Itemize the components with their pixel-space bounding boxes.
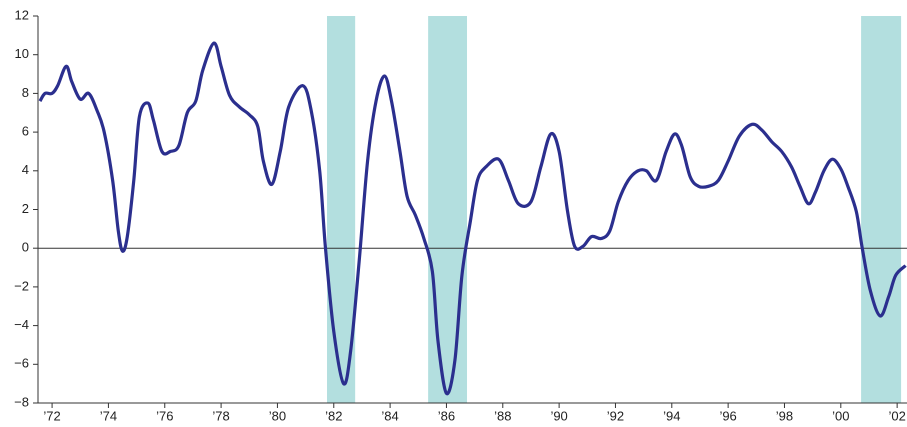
- y-tick-label: 4: [22, 162, 29, 177]
- x-tick-label: ’02: [888, 408, 905, 423]
- data-line: [38, 41, 907, 396]
- x-tick-label: ’84: [381, 408, 398, 423]
- x-tick-label: ’90: [550, 408, 567, 423]
- y-tick-label: 12: [15, 7, 29, 22]
- recession-band: [861, 16, 902, 403]
- y-tick-label: 2: [22, 201, 29, 216]
- x-tick-label: ’72: [43, 408, 60, 423]
- y-tick-label: 6: [22, 124, 29, 139]
- y-tick-label: −2: [14, 278, 29, 293]
- y-tick-label: 8: [22, 85, 29, 100]
- x-tick-label: ’00: [832, 408, 849, 423]
- x-tick-label: ’86: [438, 408, 455, 423]
- x-tick-label: ’78: [212, 408, 229, 423]
- x-tick-label: ’82: [325, 408, 342, 423]
- x-tick-label: ’92: [607, 408, 624, 423]
- y-tick-label: 0: [22, 240, 29, 255]
- x-tick-label: ’74: [100, 408, 117, 423]
- x-tick-label: ’94: [663, 408, 680, 423]
- x-tick-label: ’88: [494, 408, 511, 423]
- x-tick-label: ’98: [776, 408, 793, 423]
- x-tick-label: ’80: [269, 408, 286, 423]
- x-tick-label: ’96: [719, 408, 736, 423]
- y-tick-label: 10: [15, 46, 29, 61]
- recession-band: [428, 16, 468, 403]
- x-tick-label: ’76: [156, 408, 173, 423]
- y-tick-label: −4: [14, 317, 29, 332]
- y-tick-label: −8: [14, 394, 29, 409]
- y-tick-label: −6: [14, 356, 29, 371]
